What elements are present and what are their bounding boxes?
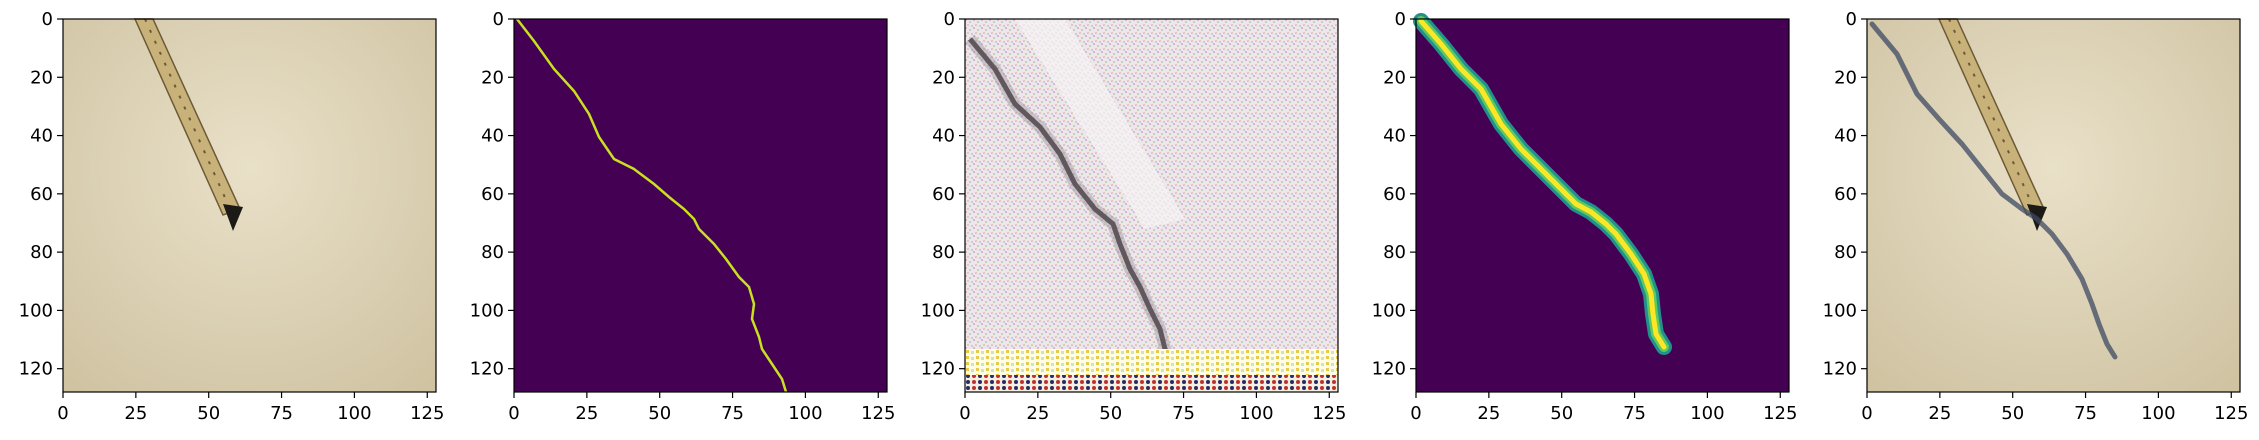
y-tick-label: 20 (481, 67, 504, 88)
gan-bottom-dots (965, 375, 1338, 392)
axes-frame (964, 18, 1339, 393)
axes-heatmap: 0 25 50 75 100 125 0 20 40 60 80 100 120 (1372, 9, 1798, 424)
y-tick-label: 60 (481, 184, 504, 205)
x-tick-label: 0 (1861, 403, 1872, 424)
y-tick-label: 20 (1383, 67, 1406, 88)
x-tick-label: 0 (508, 403, 519, 424)
y-tick-label: 100 (470, 300, 504, 321)
x-tick-label: 100 (788, 403, 822, 424)
x-tick-label: 75 (270, 403, 293, 424)
y-tick-label: 120 (19, 359, 53, 380)
panel-gan-output (965, 19, 1338, 392)
y-tick-label: 40 (30, 126, 53, 147)
axes-photo: 0 25 50 75 100 125 0 20 40 60 80 100 120 (19, 9, 445, 424)
y-tick-label: 60 (1383, 184, 1406, 205)
y-tick-label: 80 (1834, 242, 1857, 263)
heatmap-core (1418, 18, 1667, 350)
y-tick-label: 120 (1823, 359, 1857, 380)
y-tick-label: 40 (481, 126, 504, 147)
axes-gan-output: 0 25 50 75 100 125 0 20 40 60 80 100 120 (921, 9, 1347, 424)
y-tick-label: 20 (932, 67, 955, 88)
x-tick-label: 125 (410, 403, 444, 424)
y-tick-label: 80 (1383, 242, 1406, 263)
x-tick-label: 125 (861, 403, 895, 424)
x-tick-label: 125 (1312, 403, 1346, 424)
x-tick-label: 25 (124, 403, 147, 424)
overlay-crack (1869, 21, 2118, 360)
y-tick-label: 120 (1372, 359, 1406, 380)
y-tick-label: 0 (42, 9, 53, 30)
gan-bottom-band (965, 349, 1338, 375)
y-tick-label: 100 (19, 300, 53, 321)
y-tick-label: 0 (944, 9, 955, 30)
x-tick-label: 125 (2214, 403, 2248, 424)
x-tick-label: 100 (1239, 403, 1273, 424)
y-tick-label: 100 (1823, 300, 1857, 321)
x-tick-label: 75 (721, 403, 744, 424)
y-tick-label: 120 (470, 359, 504, 380)
axes-thin-mask: 0 25 50 75 100 125 0 20 40 60 80 100 120 (470, 9, 896, 424)
gan-crack-halo (965, 35, 1180, 368)
y-tick-label: 0 (1846, 9, 1857, 30)
x-tick-label: 50 (1099, 403, 1122, 424)
x-tick-label: 100 (1690, 403, 1724, 424)
panel-photo (63, 18, 436, 392)
axes-frame (513, 18, 888, 393)
y-tick-label: 100 (1372, 300, 1406, 321)
mask-crack-line (516, 18, 788, 393)
tape-tip (223, 204, 243, 231)
x-tick-label: 50 (648, 403, 671, 424)
panel-thin-mask (514, 18, 887, 393)
x-tick-label: 100 (337, 403, 371, 424)
x-tick-label: 0 (959, 403, 970, 424)
x-tick-label: 25 (1026, 403, 1049, 424)
y-tick-label: 40 (932, 126, 955, 147)
gan-light-band (1015, 19, 1185, 229)
mask-image (514, 19, 887, 392)
y-tick-label: 60 (1834, 184, 1857, 205)
y-tick-label: 20 (30, 67, 53, 88)
x-tick-label: 50 (197, 403, 220, 424)
y-tick-label: 60 (932, 184, 955, 205)
panel-overlay (1867, 18, 2240, 392)
y-tick-label: 80 (932, 242, 955, 263)
x-tick-label: 25 (1477, 403, 1500, 424)
x-tick-label: 125 (1763, 403, 1797, 424)
x-tick-label: 75 (1623, 403, 1646, 424)
y-tick-label: 60 (30, 184, 53, 205)
panel-heatmap (1413, 13, 1789, 392)
x-tick-label: 50 (2001, 403, 2024, 424)
y-tick-label: 40 (1834, 126, 1857, 147)
y-tick-label: 0 (1395, 9, 1406, 30)
x-tick-label: 75 (2074, 403, 2097, 424)
y-tick-label: 120 (921, 359, 955, 380)
photo-image (63, 19, 436, 392)
gan-crack (968, 37, 1178, 366)
x-tick-label: 0 (1410, 403, 1421, 424)
overlay-image (1867, 19, 2240, 392)
x-tick-label: 50 (1550, 403, 1573, 424)
x-tick-label: 0 (57, 403, 68, 424)
y-tick-label: 0 (493, 9, 504, 30)
y-tick-label: 80 (481, 242, 504, 263)
x-tick-label: 25 (575, 403, 598, 424)
y-tick-label: 20 (1834, 67, 1857, 88)
x-tick-label: 25 (1928, 403, 1951, 424)
x-tick-label: 100 (2141, 403, 2175, 424)
axes-frame (1415, 18, 1790, 393)
x-tick-label: 75 (1172, 403, 1195, 424)
y-tick-label: 80 (30, 242, 53, 263)
axes-overlay: 0 25 50 75 100 125 0 20 40 60 80 100 120 (1823, 9, 2249, 424)
y-tick-label: 40 (1383, 126, 1406, 147)
y-tick-label: 100 (921, 300, 955, 321)
axes-frame (62, 18, 437, 393)
axes-frame (1866, 18, 2241, 393)
